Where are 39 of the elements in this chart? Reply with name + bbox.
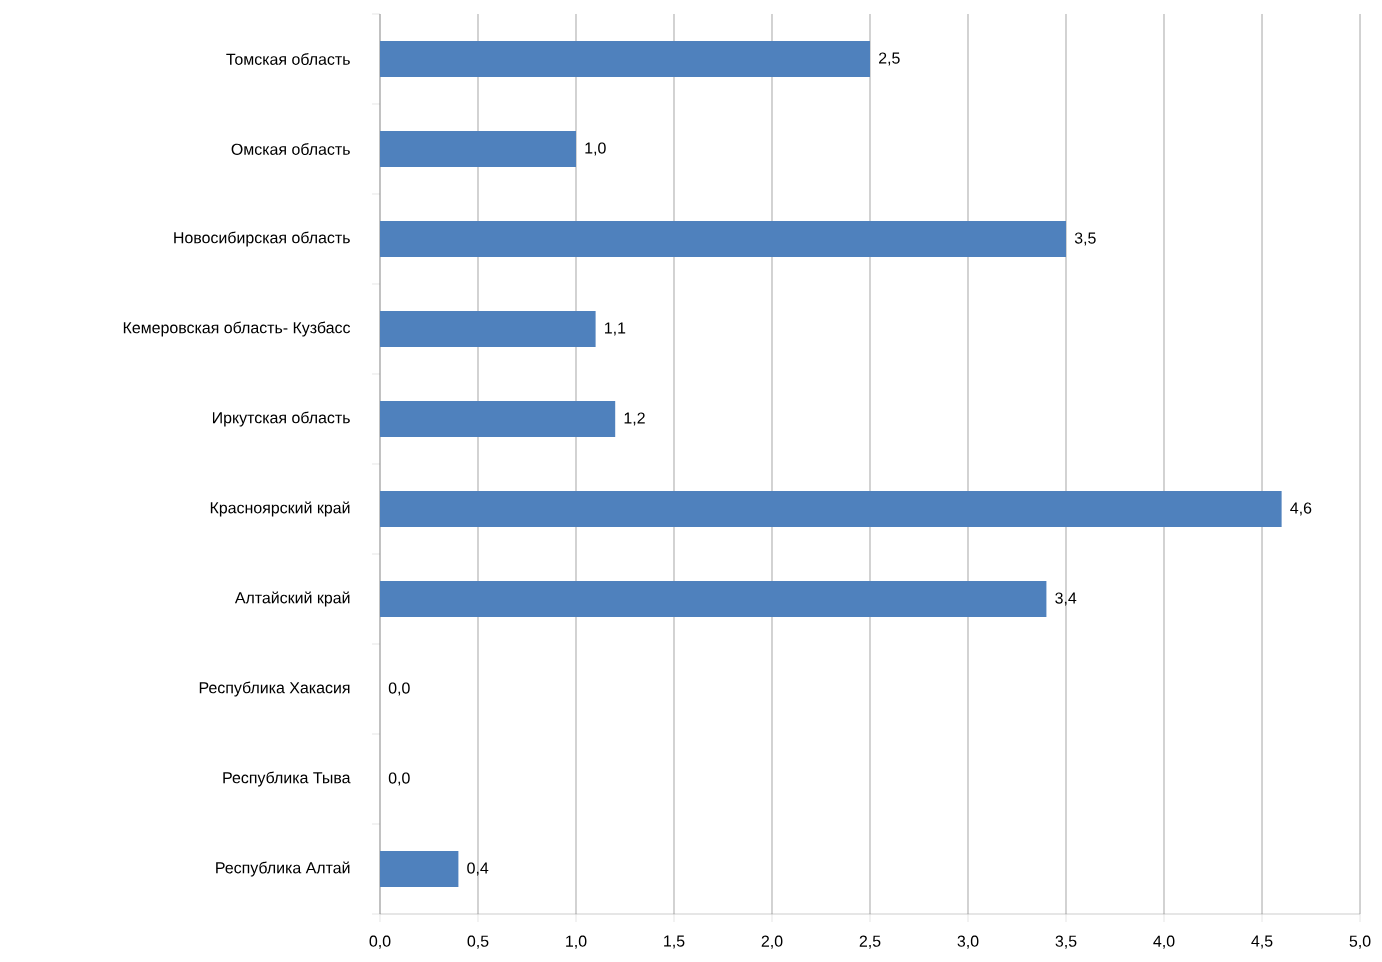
y-tick-label: Республика Хакасия: [199, 681, 350, 697]
y-tick-label: Томская область: [226, 53, 350, 65]
y-tick-label: Республика Алтай: [216, 861, 350, 877]
data-label: 1,0: [585, 142, 606, 156]
bar: [380, 581, 1047, 617]
data-label: 1,1: [605, 322, 626, 336]
bar: [380, 311, 596, 347]
data-label: 0,0: [388, 772, 410, 786]
x-tick-label: 2,0: [761, 935, 783, 949]
bar: [380, 220, 1067, 257]
x-tick-label: 2,5: [859, 935, 881, 949]
bar: [380, 851, 459, 888]
x-tick-label: 0,0: [369, 935, 391, 949]
x-tick-label: 1,5: [664, 935, 685, 949]
data-label: 1,2: [624, 412, 645, 426]
data-label: 3,5: [1074, 232, 1096, 246]
data-label: 4,6: [1290, 502, 1312, 516]
x-tick-label: 3,5: [1055, 935, 1077, 949]
x-tick-label: 1,0: [566, 935, 587, 949]
y-tick-label: Республика Тыва: [223, 771, 351, 787]
bar: [380, 40, 871, 77]
y-tick-label: Красноярский край: [210, 501, 350, 517]
bar: [380, 491, 1282, 527]
y-tick-label: Иркутская область: [212, 411, 350, 427]
bar: [380, 130, 576, 167]
data-label: 3,4: [1055, 592, 1077, 606]
y-tick-label: Новосибирская область: [174, 231, 350, 247]
x-tick-label: 4,0: [1153, 935, 1175, 949]
data-label: 0,0: [388, 682, 410, 696]
y-tick-label: Омская область: [231, 143, 350, 155]
y-tick-label: Алтайский край: [234, 591, 350, 607]
x-tick-label: 0,5: [467, 935, 489, 949]
x-tick-label: 3,0: [957, 935, 979, 949]
x-tick-label: 4,5: [1251, 935, 1273, 949]
x-tick-label: 5,0: [1349, 935, 1371, 949]
bar: [380, 401, 616, 437]
y-tick-label: Кемеровская область- Кузбасс: [123, 321, 351, 337]
data-label: 2,5: [879, 52, 900, 66]
data-label: 0,4: [467, 862, 489, 876]
